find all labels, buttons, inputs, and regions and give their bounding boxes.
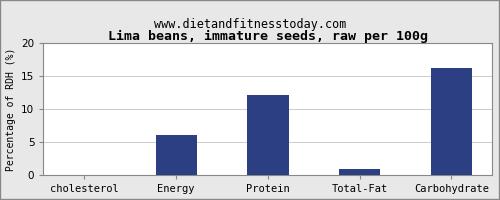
Title: Lima beans, immature seeds, raw per 100g: Lima beans, immature seeds, raw per 100g (108, 30, 428, 43)
Bar (156, 135, 197, 175)
Bar (430, 68, 472, 175)
Bar (339, 169, 380, 175)
Y-axis label: Percentage of RDH (%): Percentage of RDH (%) (6, 47, 16, 171)
Bar (247, 95, 288, 175)
Text: www.dietandfitnesstoday.com: www.dietandfitnesstoday.com (154, 18, 346, 31)
